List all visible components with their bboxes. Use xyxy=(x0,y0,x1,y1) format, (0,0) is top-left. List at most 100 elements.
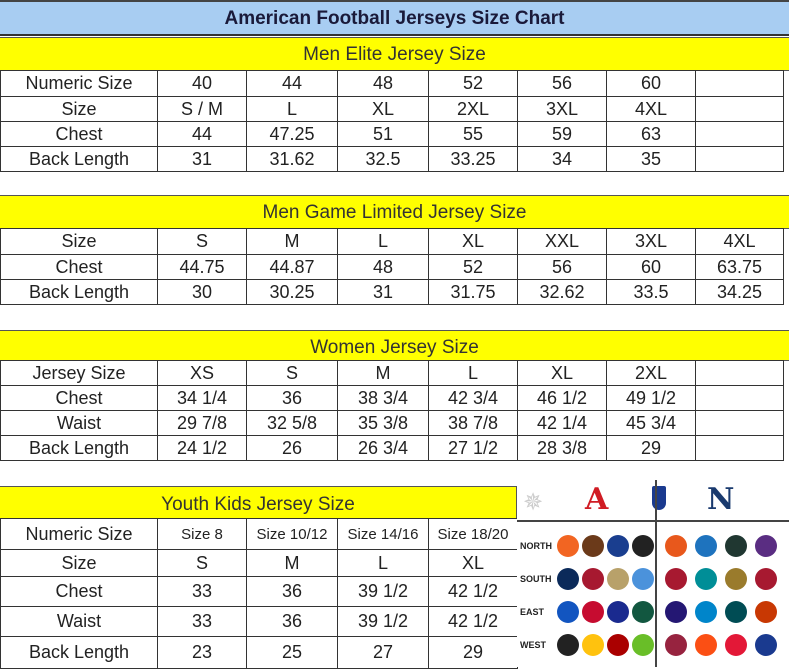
team-logo-icon xyxy=(755,601,777,623)
table-cell: 2XL xyxy=(606,360,696,386)
table-row: Jersey Size XS S M L XL 2XL xyxy=(0,360,784,386)
table-cell: 32.5 xyxy=(337,146,429,172)
row-label: Numeric Size xyxy=(0,518,158,550)
team-logo-icon xyxy=(755,568,777,590)
table-cell: 63.75 xyxy=(695,254,784,280)
team-logo-icon xyxy=(695,601,717,623)
table-cell: 39 1/2 xyxy=(337,576,429,607)
table-cell: 47.25 xyxy=(246,121,338,147)
table-row: Size S / M L XL 2XL 3XL 4XL xyxy=(0,96,784,122)
men-elite-table: Numeric Size 40 44 48 52 56 60 Size S / M L XL 2XL 3… xyxy=(0,70,784,172)
team-logo-icon xyxy=(632,535,654,557)
table-cell: 44.87 xyxy=(246,254,338,280)
row-label: Chest xyxy=(0,254,158,280)
table-cell: 49 1/2 xyxy=(606,385,696,411)
table-row: Numeric Size Size 8 Size 10/12 Size 14/16 Si… xyxy=(0,518,518,550)
table-cell: 33 xyxy=(157,606,247,637)
table-cell: S / M xyxy=(157,96,247,122)
team-logo-icon xyxy=(557,568,579,590)
table-cell: 2XL xyxy=(428,96,518,122)
table-cell: 34 1/4 xyxy=(157,385,247,411)
table-cell: 27 1/2 xyxy=(428,435,518,461)
team-logo-icon xyxy=(582,634,604,656)
table-cell: Size 10/12 xyxy=(246,518,338,550)
table-cell: 42 1/2 xyxy=(428,606,518,637)
table-cell: 59 xyxy=(517,121,607,147)
table-cell: M xyxy=(337,360,429,386)
team-logo-icon xyxy=(755,535,777,557)
team-logo-icon xyxy=(755,634,777,656)
team-logo-icon xyxy=(665,568,687,590)
team-logo-icon xyxy=(665,535,687,557)
table-cell: 42 1/2 xyxy=(428,576,518,607)
table-cell: S xyxy=(157,549,247,577)
division-label: WEST xyxy=(520,640,546,650)
table-row: Numeric Size 40 44 48 52 56 60 xyxy=(0,70,784,97)
division-label: SOUTH xyxy=(520,574,552,584)
team-logo-icon xyxy=(695,535,717,557)
table-cell xyxy=(695,385,784,411)
table-cell: XL xyxy=(428,549,518,577)
team-logo-icon xyxy=(725,535,747,557)
table-cell xyxy=(695,121,784,147)
table-cell: 51 xyxy=(337,121,429,147)
table-cell: 29 xyxy=(428,636,518,669)
women-heading: Women Jersey Size xyxy=(0,330,789,361)
table-cell: 36 xyxy=(246,606,338,637)
table-cell: 60 xyxy=(606,254,696,280)
women-table: Jersey Size XS S M L XL 2XL Chest 34 1/4 36 38 3/4… xyxy=(0,360,784,461)
team-logo-icon xyxy=(607,634,629,656)
table-row: Back Length 24 1/2 26 26 3/4 27 1/2 28 3/8 29 xyxy=(0,435,784,461)
table-cell: 44 xyxy=(246,70,338,97)
table-row: Back Length 23 25 27 29 xyxy=(0,636,518,669)
table-cell: 3XL xyxy=(606,228,696,255)
table-cell xyxy=(695,70,784,97)
table-cell: 40 xyxy=(157,70,247,97)
team-logo-icon xyxy=(607,568,629,590)
table-cell: L xyxy=(337,549,429,577)
team-logo-icon xyxy=(607,601,629,623)
table-cell: 33 xyxy=(157,576,247,607)
nfl-team-logos: ✵ A N NORTH SOUTH EAST WEST xyxy=(517,480,789,667)
team-logo-icon xyxy=(665,634,687,656)
team-logo-icon xyxy=(725,601,747,623)
team-logo-icon xyxy=(725,634,747,656)
table-cell: 29 xyxy=(606,435,696,461)
table-cell: 28 3/8 xyxy=(517,435,607,461)
table-row: Back Length 30 30.25 31 31.75 32.62 33.5 34.25 xyxy=(0,279,784,305)
table-cell: 42 3/4 xyxy=(428,385,518,411)
chart-title: American Football Jerseys Size Chart xyxy=(0,0,789,36)
team-logo-icon xyxy=(695,634,717,656)
row-label: Waist xyxy=(0,606,158,637)
star-icon: ✵ xyxy=(523,489,544,516)
table-cell: 52 xyxy=(428,70,518,97)
table-cell: 32.62 xyxy=(517,279,607,305)
table-cell: 26 3/4 xyxy=(337,435,429,461)
table-row: Chest 44.75 44.87 48 52 56 60 63.75 xyxy=(0,254,784,280)
row-label: Waist xyxy=(0,410,158,436)
table-cell: 31.75 xyxy=(428,279,518,305)
row-label: Chest xyxy=(0,576,158,607)
row-label: Back Length xyxy=(0,636,158,669)
nfc-logo: N xyxy=(707,482,735,517)
table-cell: Size 8 xyxy=(157,518,247,550)
team-logo-icon xyxy=(632,568,654,590)
table-row: Waist 33 36 39 1/2 42 1/2 xyxy=(0,606,518,637)
table-cell: 44 xyxy=(157,121,247,147)
men-game-heading: Men Game Limited Jersey Size xyxy=(0,195,789,229)
table-row: Size S M L XL XXL 3XL 4XL xyxy=(0,228,784,255)
table-row: Chest 33 36 39 1/2 42 1/2 xyxy=(0,576,518,607)
table-cell: 63 xyxy=(606,121,696,147)
table-row: Waist 29 7/8 32 5/8 35 3/8 38 7/8 42 1/4 45 3/… xyxy=(0,410,784,436)
table-cell: M xyxy=(246,228,338,255)
table-cell: 26 xyxy=(246,435,338,461)
table-cell: 38 7/8 xyxy=(428,410,518,436)
team-logo-icon xyxy=(607,535,629,557)
team-logo-icon xyxy=(632,634,654,656)
table-cell: XXL xyxy=(517,228,607,255)
table-cell: Size 18/20 xyxy=(428,518,518,550)
men-game-table: Size S M L XL XXL 3XL 4XL Chest 44.75 44.87 48 52 56 6… xyxy=(0,228,784,305)
youth-heading: Youth Kids Jersey Size xyxy=(0,486,517,519)
table-cell xyxy=(695,96,784,122)
table-cell: 30 xyxy=(157,279,247,305)
